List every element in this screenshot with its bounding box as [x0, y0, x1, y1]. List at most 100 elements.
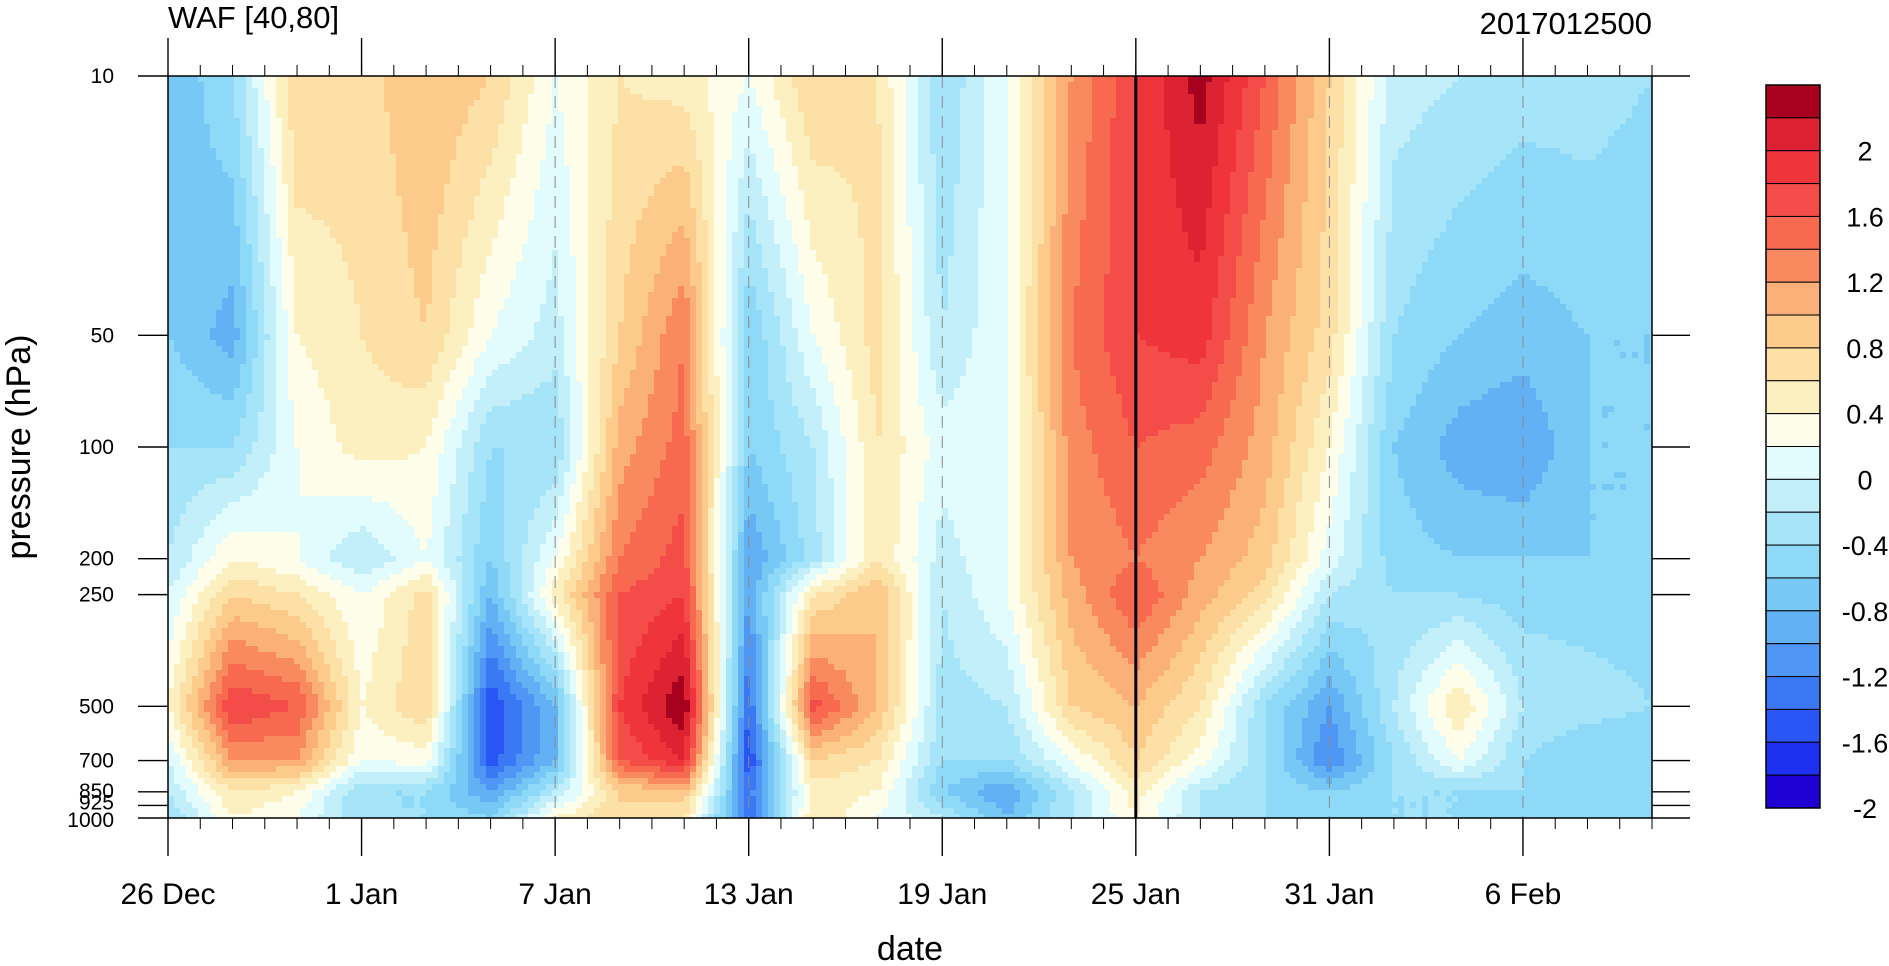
field-cell	[1002, 76, 1009, 83]
field-cell	[390, 88, 397, 95]
field-cell	[1374, 76, 1381, 83]
field-cell	[1158, 82, 1165, 89]
field-cell	[666, 94, 673, 101]
field-cell	[414, 88, 421, 95]
field-cell	[594, 88, 601, 95]
field-cell	[450, 100, 457, 107]
field-cell	[1602, 82, 1609, 89]
field-cell	[1272, 94, 1279, 101]
field-cell	[1020, 76, 1027, 83]
field-cell	[990, 94, 997, 101]
field-cell	[366, 82, 373, 89]
field-cell	[762, 94, 769, 101]
field-cell	[492, 76, 499, 83]
field-cell	[1266, 94, 1273, 101]
field-cell	[318, 82, 325, 89]
field-cell	[306, 88, 313, 95]
field-cell	[450, 76, 457, 83]
field-cell	[1440, 94, 1447, 101]
field-cell	[1110, 94, 1117, 101]
field-cell	[1362, 76, 1369, 83]
field-cell	[1302, 94, 1309, 101]
field-cell	[384, 100, 391, 107]
field-cell	[312, 100, 319, 107]
field-cell	[708, 94, 715, 101]
field-cell	[264, 100, 271, 107]
field-cell	[234, 88, 241, 95]
field-cell	[1596, 82, 1603, 89]
field-cell	[1230, 82, 1237, 89]
field-cell	[198, 82, 205, 89]
field-cell	[1584, 94, 1591, 101]
field-cell	[1050, 82, 1057, 89]
field-cell	[1032, 94, 1039, 101]
field-cell	[1284, 94, 1291, 101]
field-cell	[1188, 94, 1195, 101]
field-cell	[1248, 94, 1255, 101]
field-cell	[1518, 94, 1525, 101]
field-cell	[1338, 94, 1345, 101]
field-cell	[408, 100, 415, 107]
field-cell	[234, 82, 241, 89]
field-cell	[660, 94, 667, 101]
field-cell	[636, 76, 643, 83]
field-cell	[252, 94, 259, 101]
field-cell	[1536, 82, 1543, 89]
field-cell	[348, 82, 355, 89]
field-cell	[582, 94, 589, 101]
field-cell	[510, 76, 517, 83]
field-cell	[396, 88, 403, 95]
field-cell	[1452, 94, 1459, 101]
field-cell	[996, 88, 1003, 95]
field-cell	[204, 100, 211, 107]
field-cell	[840, 82, 847, 89]
field-cell	[1524, 94, 1531, 101]
field-cell	[792, 76, 799, 83]
field-cell	[1260, 76, 1267, 83]
field-cell	[1614, 88, 1621, 95]
field-cell	[1650, 76, 1657, 83]
field-cell	[1242, 94, 1249, 101]
field-cell	[1188, 76, 1195, 83]
field-cell	[906, 88, 913, 95]
field-cell	[918, 94, 925, 101]
field-cell	[1518, 88, 1525, 95]
field-cell	[1032, 82, 1039, 89]
field-cell	[1092, 76, 1099, 83]
field-cell	[348, 88, 355, 95]
field-cell	[390, 94, 397, 101]
field-cell	[258, 88, 265, 95]
field-cell	[1212, 94, 1219, 101]
field-cell	[1632, 88, 1639, 95]
field-cell	[1638, 94, 1645, 101]
field-cell	[438, 82, 445, 89]
field-cell	[1404, 82, 1411, 89]
field-cell	[330, 76, 337, 83]
field-cell	[834, 76, 841, 83]
field-cell	[276, 94, 283, 101]
field-cell	[1494, 88, 1501, 95]
field-cell	[1386, 76, 1393, 83]
field-cell	[1434, 76, 1441, 83]
field-cell	[1296, 88, 1303, 95]
field-cell	[384, 94, 391, 101]
field-cell	[954, 82, 961, 89]
field-cell	[1644, 82, 1651, 89]
field-cell	[588, 76, 595, 83]
field-cell	[756, 94, 763, 101]
field-cell	[186, 82, 193, 89]
field-cell	[750, 88, 757, 95]
field-cell	[1062, 94, 1069, 101]
field-cell	[768, 76, 775, 83]
field-cell	[498, 94, 505, 101]
field-cell	[588, 82, 595, 89]
field-cell	[738, 76, 745, 83]
field-cell	[1554, 94, 1561, 101]
field-cell	[1008, 94, 1015, 101]
field-cell	[276, 88, 283, 95]
field-cell	[546, 88, 553, 95]
field-cell	[168, 76, 175, 83]
field-cell	[1548, 82, 1555, 89]
field-cell	[1626, 76, 1633, 83]
field-cell	[960, 94, 967, 101]
